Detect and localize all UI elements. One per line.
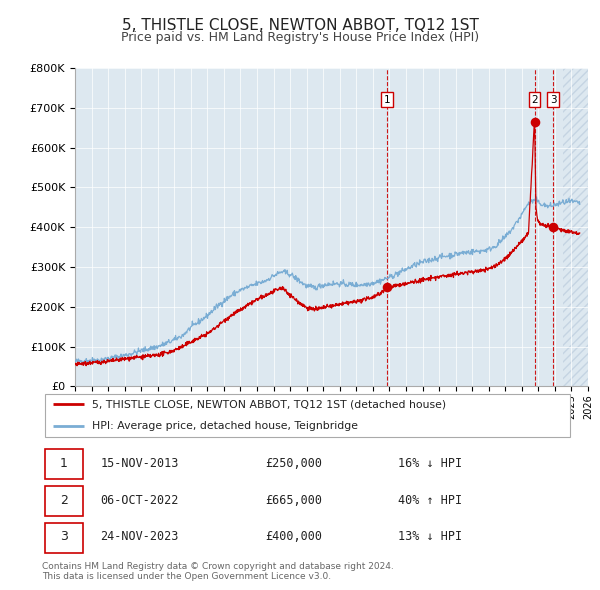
Point (530, 117, 539, 126)
Text: 5, THISTLE CLOSE, NEWTON ABBOT, TQ12 1ST (detached house): 5, THISTLE CLOSE, NEWTON ABBOT, TQ12 1ST… (92, 399, 446, 409)
FancyBboxPatch shape (44, 450, 83, 479)
Text: 1: 1 (60, 457, 68, 470)
Point (548, 222, 558, 232)
Text: 3: 3 (60, 530, 68, 543)
Text: 06-OCT-2022: 06-OCT-2022 (100, 493, 179, 507)
FancyBboxPatch shape (44, 394, 571, 437)
Text: 13% ↓ HPI: 13% ↓ HPI (398, 530, 462, 543)
Text: £400,000: £400,000 (265, 530, 322, 543)
FancyBboxPatch shape (44, 486, 83, 516)
Text: 15-NOV-2013: 15-NOV-2013 (100, 457, 179, 470)
Text: HPI: Average price, detached house, Teignbridge: HPI: Average price, detached house, Teig… (92, 421, 358, 431)
Point (382, 282, 392, 291)
Text: 16% ↓ HPI: 16% ↓ HPI (398, 457, 462, 470)
Text: £250,000: £250,000 (265, 457, 322, 470)
Text: 2: 2 (531, 95, 538, 104)
Text: 24-NOV-2023: 24-NOV-2023 (100, 530, 179, 543)
Text: 40% ↑ HPI: 40% ↑ HPI (398, 493, 462, 507)
Text: Contains HM Land Registry data © Crown copyright and database right 2024.
This d: Contains HM Land Registry data © Crown c… (42, 562, 394, 581)
FancyBboxPatch shape (44, 523, 83, 553)
Text: 5, THISTLE CLOSE, NEWTON ABBOT, TQ12 1ST: 5, THISTLE CLOSE, NEWTON ABBOT, TQ12 1ST (122, 18, 478, 32)
Text: £665,000: £665,000 (265, 493, 322, 507)
Text: 1: 1 (384, 95, 391, 104)
Text: 3: 3 (550, 95, 557, 104)
Text: 2: 2 (60, 493, 68, 507)
Text: Price paid vs. HM Land Registry's House Price Index (HPI): Price paid vs. HM Land Registry's House … (121, 31, 479, 44)
